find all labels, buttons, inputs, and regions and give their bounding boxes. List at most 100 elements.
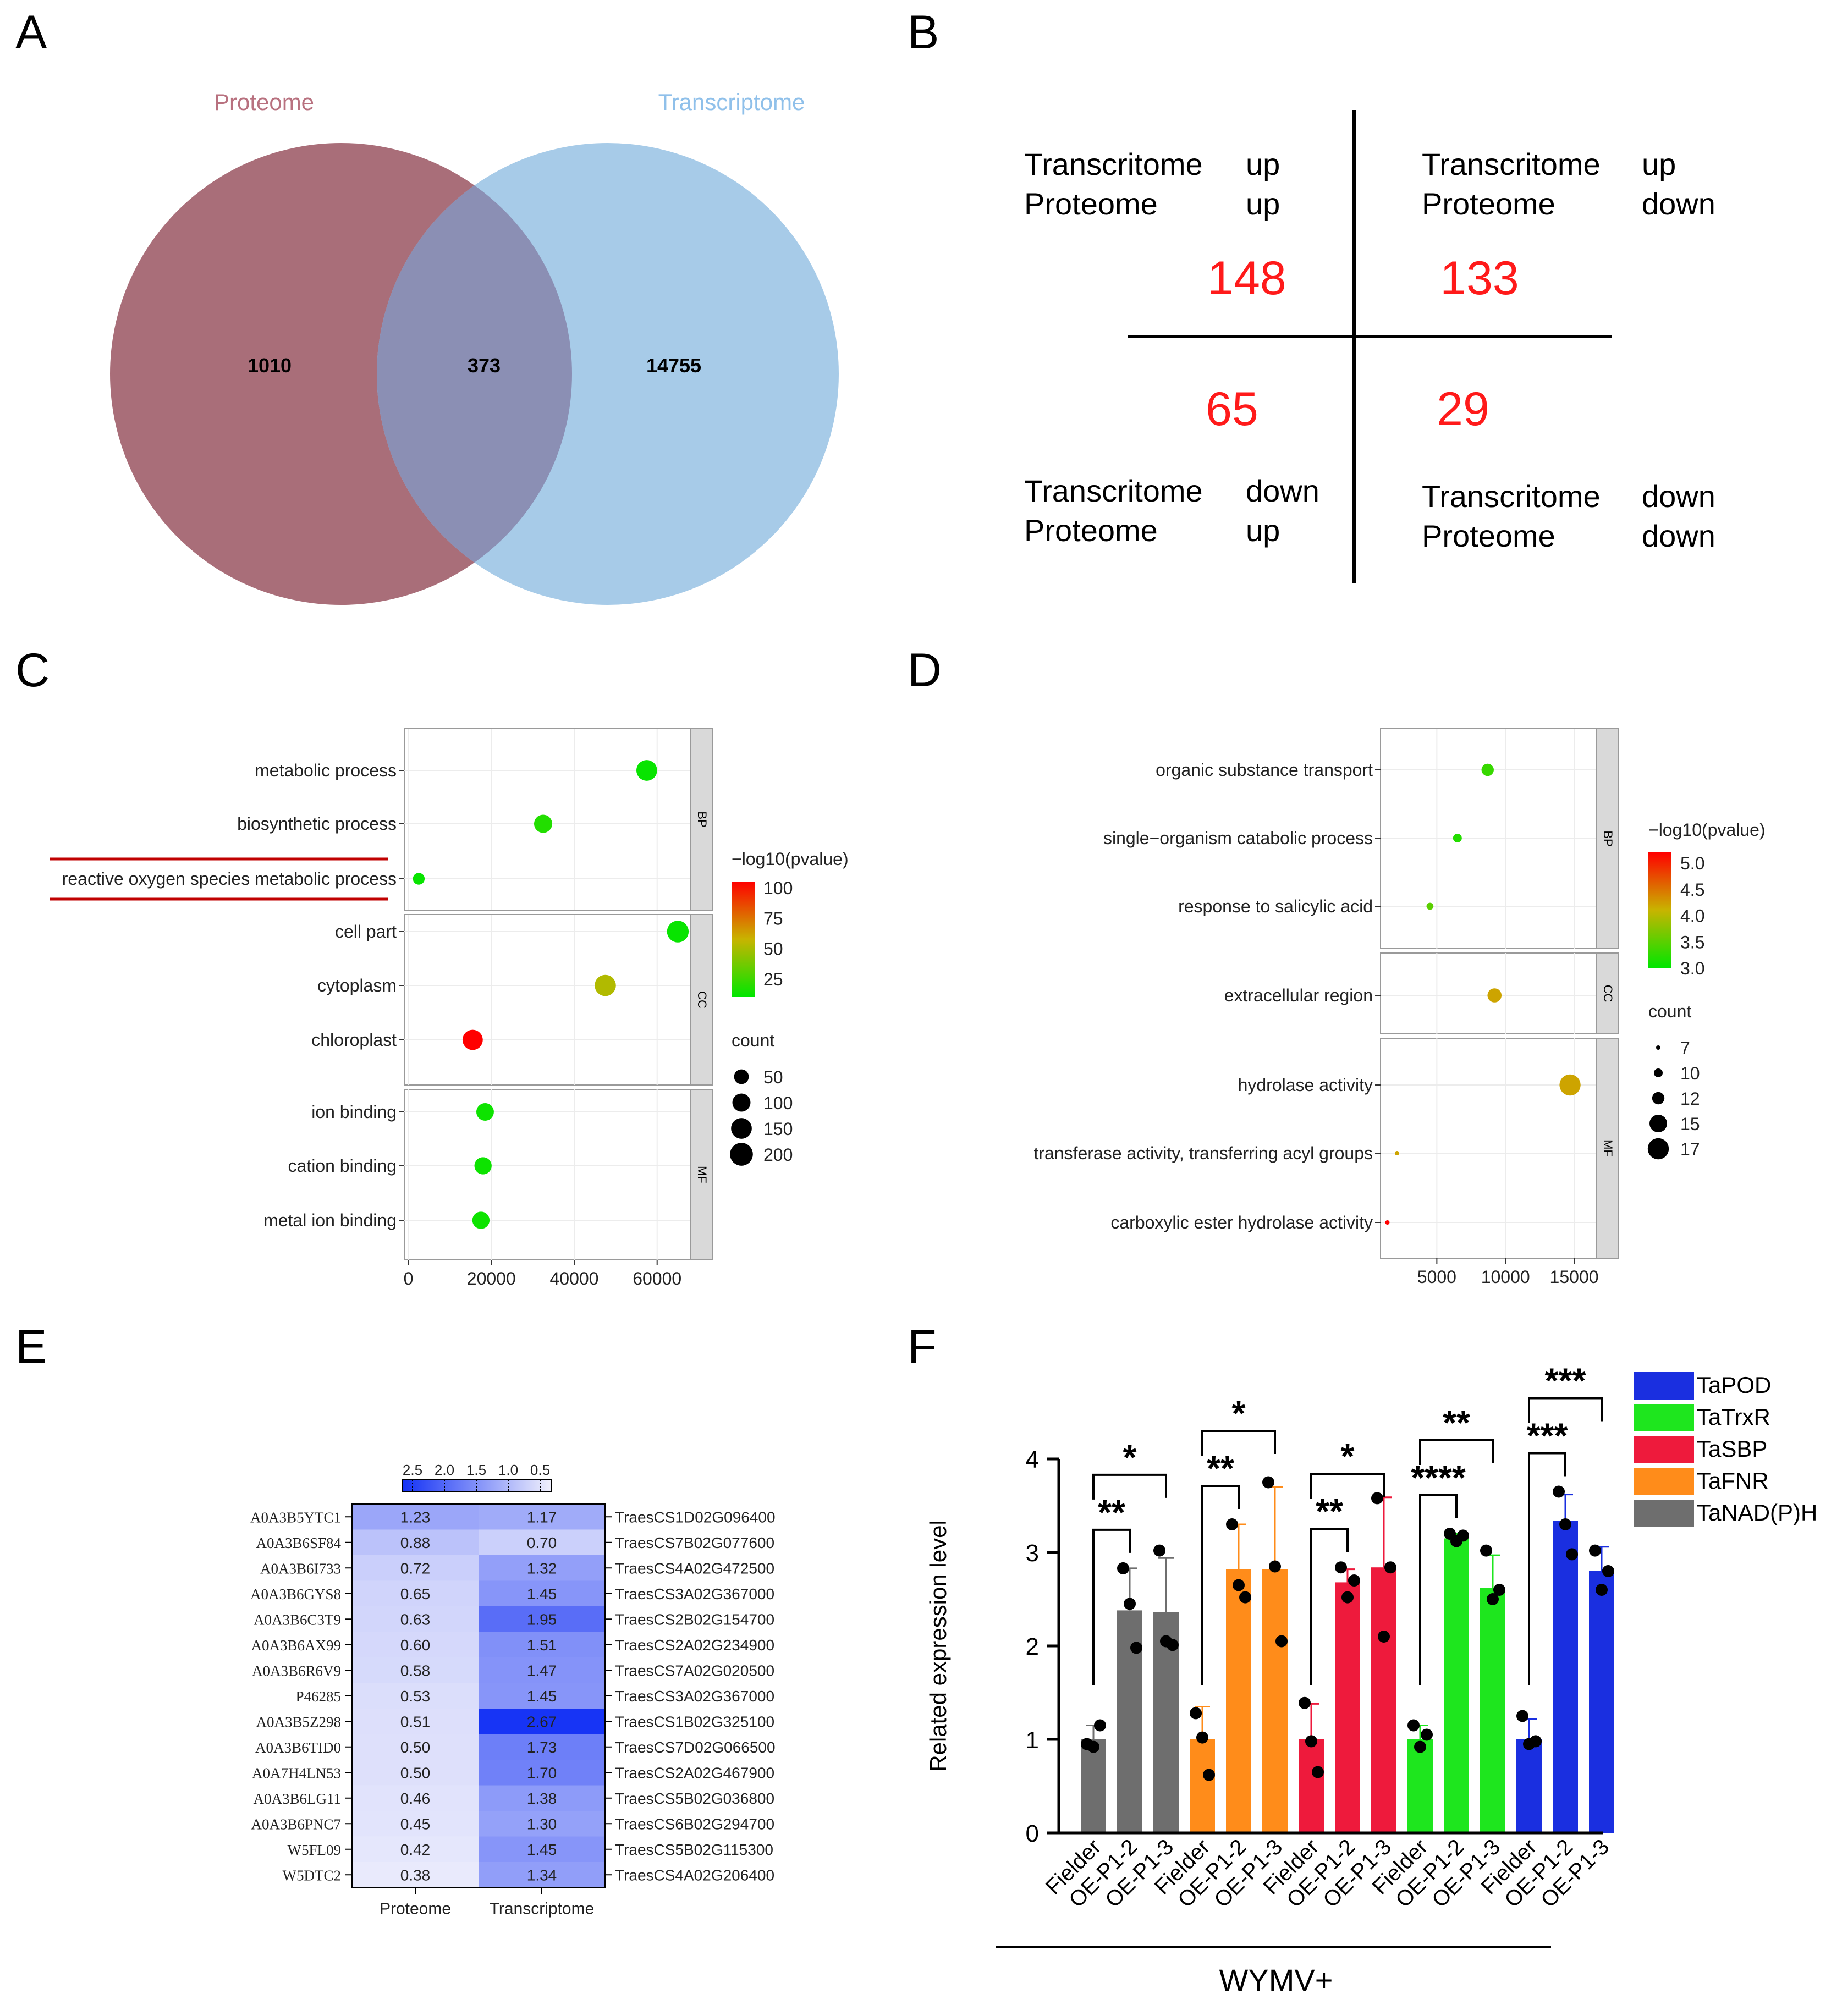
size-legend-tick: 200 [763,1145,793,1165]
heatmap-value: 0.72 [400,1560,431,1577]
facet-label: MF [695,1166,709,1183]
facet-strip [1596,728,1619,949]
data-point [1094,1719,1106,1732]
row-label-protein: A0A3B5Z298 [256,1714,342,1730]
data-point [1124,1598,1136,1610]
heatmap-value: 0.51 [400,1713,431,1730]
data-point [1226,1518,1238,1530]
heatmap-frame [351,1503,606,1888]
heatmap-cell [352,1580,479,1606]
quadrant-direction: down [1246,473,1319,508]
size-legend-title: count [1648,1001,1691,1021]
row-label-protein: A0A3B5YTC1 [250,1509,341,1525]
heatmap-cell [479,1811,605,1837]
panel-label-f: F [908,1320,937,1373]
significance-label: * [1341,1436,1355,1476]
data-point [1203,1769,1215,1781]
bar [1553,1521,1578,1833]
quadrant-label: Proteome [1422,186,1555,221]
heatmap-value: 1.47 [527,1662,557,1679]
quadrant-count: 148 [1207,252,1286,305]
data-point [1384,1561,1396,1574]
heatmap-cell [479,1785,605,1811]
data-point [462,1029,483,1050]
panel-label-c: C [15,644,50,697]
heatmap-cell [352,1683,479,1709]
term-label: metal ion binding [263,1210,397,1230]
term-label: cytoplasm [317,976,397,995]
data-point [413,873,425,885]
data-point [1348,1574,1360,1587]
data-point [1087,1740,1099,1753]
heatmap-cell [352,1785,479,1811]
heatmap-value: 0.60 [400,1637,431,1654]
significance-bracket [1201,1485,1240,1685]
row-label-gene: TraesCS3A02G367000 [615,1585,774,1602]
panel-label-b: B [908,6,939,59]
quadrant-label: Transcritome [1024,473,1203,508]
heatmap-legend-tick: 2.5 [403,1462,422,1478]
color-legend-tick: 100 [763,878,793,898]
legend-swatch [1634,1372,1694,1400]
data-point [1130,1642,1142,1654]
significance-bracket [1310,1528,1349,1685]
color-legend-bar [732,882,755,997]
color-legend-bar [1648,852,1671,968]
size-legend-tick: 15 [1680,1114,1700,1134]
heatmap-cell [352,1606,479,1632]
quadrant-count: 29 [1437,383,1489,436]
data-point [1487,988,1502,1003]
y-tick-label: 2 [1026,1633,1039,1660]
data-point [667,921,689,943]
row-label-gene: TraesCS2A02G467900 [615,1764,774,1781]
significance-label: ** [1316,1491,1343,1531]
data-point [476,1103,494,1121]
row-label-protein: A0A3B6LG11 [254,1791,342,1807]
term-label: biosynthetic process [237,814,397,834]
term-label: transferase activity, transferring acyl … [1033,1143,1373,1163]
x-tick-label: 0 [404,1269,414,1288]
color-legend-tick: 3.5 [1680,932,1704,952]
color-legend-title: −log10(pvalue) [1648,820,1766,840]
bar [1444,1538,1469,1833]
y-axis-label: Related expression level [925,1520,951,1772]
row-label-gene: TraesCS6B02G294700 [615,1815,774,1832]
x-tick-label: 40000 [549,1269,598,1288]
heatmap-value: 1.38 [527,1790,557,1807]
quadrant-count: 133 [1440,252,1519,305]
color-legend-tick: 75 [763,908,783,928]
venn-count: 14755 [646,354,701,377]
size-legend-tick: 150 [763,1119,793,1139]
data-point [1481,763,1494,776]
heatmap-value: 0.53 [400,1688,431,1705]
data-point [1394,1151,1399,1155]
data-point [472,1211,490,1229]
row-label-gene: TraesCS7A02G020500 [615,1662,774,1679]
significance-label: * [1232,1393,1246,1433]
data-point [1530,1735,1542,1748]
facet-label: MF [1601,1139,1615,1157]
data-point [1566,1548,1578,1561]
size-legend-tick: 100 [763,1093,793,1113]
facet-label: BP [1601,830,1615,846]
size-legend-tick: 12 [1680,1089,1700,1109]
heatmap-cell [479,1504,605,1530]
expression-heatmap: 2.5 2.0 1.5 1.0 0.5 1.23 1.17 A0A3B5YTC1 TraesCS… [250,1462,776,1918]
significance-label: *** [1527,1416,1568,1456]
panel-label-a: A [15,6,47,59]
size-legend-dot [731,1118,752,1139]
data-point [1559,1074,1581,1096]
venn-diagram: Proteome Transcriptome 1010 373 14755 [110,89,839,605]
legend-label: TaSBP [1697,1436,1767,1462]
significance-bracket [1419,1494,1458,1685]
bar [1081,1739,1106,1833]
row-label-protein: A0A3B6C3T9 [254,1611,341,1628]
legend-label: TaFNR [1697,1468,1769,1494]
data-point [1407,1719,1420,1732]
quadrant-direction: up [1246,147,1280,181]
term-label: ion binding [311,1102,397,1122]
venn-count: 373 [468,354,501,377]
y-tick-label: 0 [1026,1820,1039,1847]
facet-label: BP [695,811,709,827]
data-point [1335,1561,1347,1574]
